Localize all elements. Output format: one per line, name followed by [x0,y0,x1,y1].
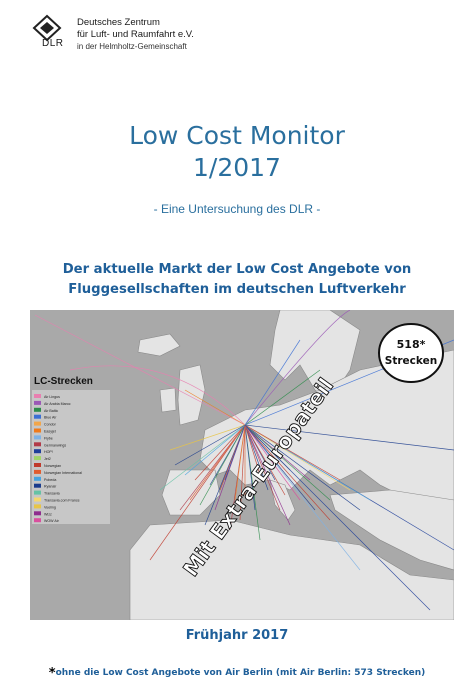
legend-swatch [34,456,41,461]
org-line-2: für Luft- und Raumfahrt e.V. [77,29,194,40]
legend-label: Vueling [44,505,56,509]
org-line-1: Deutsches Zentrum [77,17,160,28]
legend-swatch [34,407,41,412]
badge-label: Strecken [385,355,437,367]
legend-item: HOP! [34,449,53,454]
page-title: Low Cost Monitor 1/2017 [0,120,474,184]
legend-label: Germanwings [44,443,66,447]
headline-line-1: Der aktuelle Markt der Low Cost Angebote… [62,262,412,277]
legend-item: Air Baltic [34,407,58,413]
legend-item: Blue Air [34,414,57,420]
legend-item: WOW Air [34,518,60,523]
legend-item: Norwegian [34,463,61,468]
legend-swatch [34,490,41,495]
legend-swatch [34,435,41,440]
legend-label: Wizz [44,512,52,516]
legend-item: Air Arabia Maroc [34,400,71,406]
badge-count: 518* [397,338,426,351]
legend-swatch [34,449,41,454]
route-count-badge: 518* Strecken [378,323,444,383]
legend-label: Air Lingus [44,395,60,399]
legend-label: Norwegian [44,464,61,468]
footnote: *ohne die Low Cost Angebote von Air Berl… [0,666,474,681]
legend-label: Air Baltic [44,409,58,413]
organization-name: Deutsches Zentrum für Luft- und Raumfahr… [77,17,194,53]
legend-swatch [34,414,41,419]
legend-label: Flybe [44,436,53,440]
route-lines [34,310,454,611]
title-line-1: Low Cost Monitor [129,121,345,150]
legend-label: Jet2 [44,457,51,461]
legend-item: Norwegian International [34,469,82,475]
legend-label: WOW Air [44,519,60,523]
legend-label: Transavia.com France [44,499,80,503]
legend-label: Blue Air [44,416,57,420]
legend-label: Air Arabia Maroc [44,402,71,406]
footnote-marker: * [48,666,56,681]
legend-item: Flybe [34,435,53,440]
legend-swatch [34,476,41,481]
legend-item: Germanwings [34,442,66,447]
legend-label: HOP! [44,450,53,454]
legend-swatch [34,421,41,426]
legend-label: Pobeda [44,478,56,482]
legend-item: Jet2 [34,456,51,461]
legend-label: Condor [44,423,57,427]
legend-swatch [34,442,41,447]
legend-swatch [34,504,41,509]
footnote-text: ohne die Low Cost Angebote von Air Berli… [55,668,426,678]
legend-item: Ryanair [34,483,57,489]
dlr-logo-icon [32,14,62,42]
legend-swatch [34,518,41,523]
headline-line-2: Fluggesellschaften im deutschen Luftverk… [68,282,406,297]
season-label: Frühjahr 2017 [185,628,289,643]
legend-swatch [34,394,41,398]
legend-swatch [34,428,41,433]
logo-text: DLR [42,38,64,49]
subtitle: - Eine Untersuchung des DLR - [153,202,321,216]
legend-swatch [34,463,41,467]
legend-swatch [34,511,41,516]
legend-swatch [34,483,41,488]
legend-item: Wizz [34,511,52,516]
legend-item: Transavia [34,490,60,496]
badge-circle [378,323,444,383]
legend-label: Ryanair [44,485,57,489]
org-line-3: in der Helmholtz-Gemeinschaft [77,42,187,51]
legend-item: Transavia.com France [34,497,80,503]
legend-item: Air Lingus [34,394,60,399]
legend-panel [32,390,110,524]
legend-label: Easyjet [44,430,56,434]
legend-item: Pobeda [34,476,56,482]
legend-swatch [34,469,41,474]
legend-label: Transavia [44,492,60,496]
legend-item: Vueling [34,504,56,509]
legend-label: Norwegian International [44,471,82,475]
legend-swatch [34,400,41,405]
legend-title: LC-Strecken [34,376,93,387]
legend-item: Condor [34,421,57,427]
legend-item: Easyjet [34,428,56,434]
headline: Der aktuelle Markt der Low Cost Angebote… [0,260,474,300]
legend-items: Air Lingus Air Arabia Maroc Air Baltic Blue… [34,394,82,523]
legend-swatch [34,497,41,502]
title-line-2: 1/2017 [193,153,281,182]
